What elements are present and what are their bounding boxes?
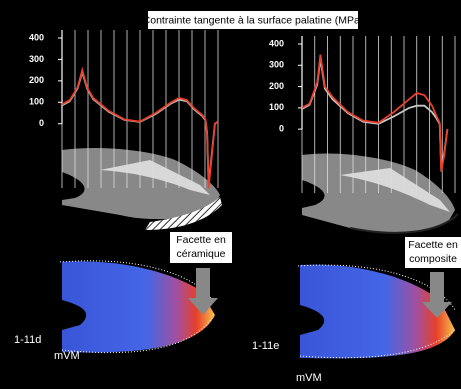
y-tick-label: 0 (39, 118, 44, 128)
curve (301, 54, 449, 172)
y-tick-label: 300 (29, 54, 44, 64)
annotation-box (170, 232, 232, 263)
annotation-box (405, 237, 461, 268)
y-tick-label: 200 (269, 81, 284, 91)
y-tick-label: 400 (29, 32, 44, 42)
map-label: mVM (54, 350, 80, 362)
annotation: composite (409, 253, 457, 265)
y-tick-label: 0 (279, 124, 284, 134)
y-tick-label: 100 (269, 102, 284, 112)
panel-label: 1-11d (14, 334, 41, 346)
annotation: céramique (176, 248, 225, 260)
annotation: Facette en (176, 234, 226, 246)
title-box (148, 11, 358, 29)
y-tick-label: 400 (269, 38, 284, 48)
y-tick-label: 100 (29, 97, 44, 107)
y-tick-label: 300 (269, 60, 284, 70)
annotation: Facette en (408, 239, 458, 251)
curve (61, 66, 219, 189)
y-tick-label: 200 (29, 75, 44, 85)
panel-label: 1-11e (252, 340, 279, 352)
map-label: mVM (296, 372, 322, 384)
figure-title: Contrainte tangente à la surface palatin… (143, 14, 364, 26)
tooth-section (59, 148, 222, 354)
